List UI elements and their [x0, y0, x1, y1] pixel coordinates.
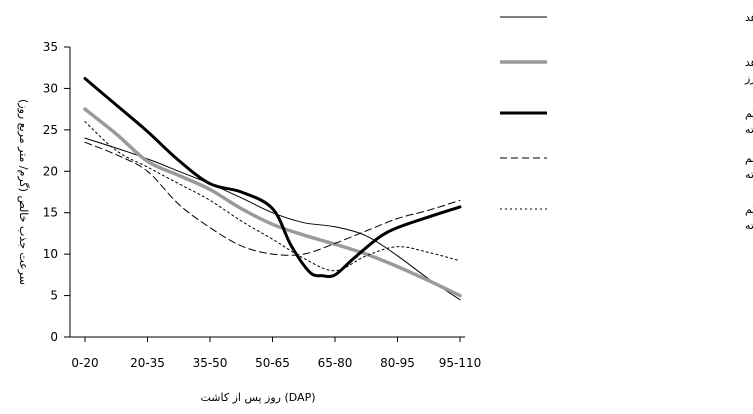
y-tick-label: 20: [43, 164, 58, 178]
legend-label: مالچ زنده در مرحله 4برگی *تراکم: [745, 152, 753, 165]
axes: [69, 47, 465, 338]
series-line-4: [84, 141, 461, 256]
x-tick-label: 50-65: [255, 356, 290, 370]
legend-label: 40 بوته: [745, 219, 753, 232]
legend-label: مالچ زنده در مرحله 4برگی *تراکم: [745, 203, 753, 216]
x-tick-label: 80-95: [380, 356, 415, 370]
series-layer: [83, 77, 462, 301]
legend: مالچ زنده در مرحله 4برگی *شاهد مالچ زنده …: [500, 11, 753, 232]
legend-label: مالچ زنده در مرحله 4برگی *تراکم: [745, 107, 753, 120]
y-tick-label: 0: [50, 330, 58, 344]
y-tick-label: 30: [43, 81, 58, 95]
series-line-2: [83, 107, 462, 298]
x-ticks: 0-20 20-35 35-50 50-65 65-80 80-95 95-110: [71, 337, 481, 370]
legend-label: تداخل با علف هرز: [744, 72, 753, 85]
x-tick-label: 20-35: [130, 356, 165, 370]
legend-label: مالچ زنده در مرحله 4برگی *شاهد: [745, 11, 753, 24]
series-line-1: [84, 137, 461, 301]
legend-label: 10 بوته: [745, 123, 753, 136]
x-tick-label: 35-50: [193, 356, 228, 370]
x-axis-title: روز پس از کاشت (DAP): [200, 391, 315, 404]
y-tick-label: 25: [43, 123, 58, 137]
y-tick-label: 5: [50, 289, 58, 303]
series-line-5: [84, 121, 461, 272]
y-ticks: 0 5 10 15 20 25 30 35: [43, 40, 70, 344]
y-axis-title: سرعت جذب خالص (گرم/ متر مربع روز): [17, 99, 30, 285]
x-tick-label: 0-20: [71, 356, 98, 370]
legend-label: 20 بوته: [745, 168, 753, 181]
y-tick-label: 10: [43, 247, 58, 261]
series-line-3: [83, 77, 462, 279]
y-tick-label: 15: [43, 206, 58, 220]
x-tick-label: 95-110: [439, 356, 482, 370]
y-tick-label: 35: [43, 40, 58, 54]
x-tick-label: 65-80: [318, 356, 353, 370]
legend-label: مالچ زنده در مرحله 4برگی *شاهد: [745, 56, 753, 69]
